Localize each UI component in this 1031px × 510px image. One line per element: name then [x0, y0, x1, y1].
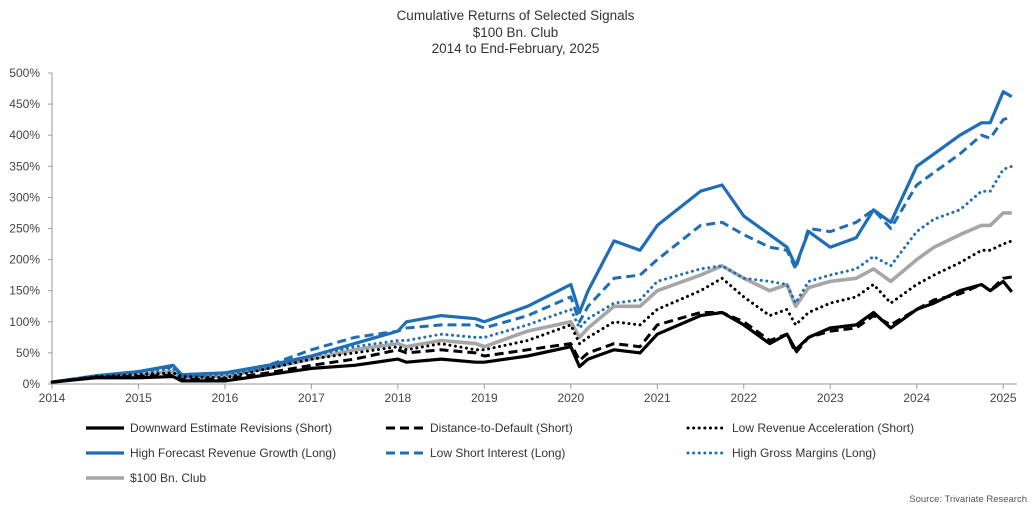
x-tick-label: 2022	[730, 391, 757, 405]
y-tick-label: 200%	[9, 253, 40, 267]
x-tick-label: 2021	[644, 391, 671, 405]
legend-item: Low Revenue Acceleration (Short)	[686, 419, 914, 437]
legend-swatch	[386, 426, 424, 430]
y-tick-label: 450%	[9, 97, 40, 111]
y-tick-label: 0%	[23, 377, 41, 391]
y-tick-label: 350%	[9, 159, 40, 173]
legend-swatch	[86, 476, 124, 480]
legend-swatch	[86, 426, 124, 430]
series-line-high-forecast-revenue-growth-long	[51, 90, 1013, 384]
x-tick-label: 2018	[385, 391, 412, 405]
series-line-low-short-interest-long	[51, 115, 1013, 384]
series-line-downward-estimate-revisions-short	[51, 279, 1014, 384]
legend-item: High Gross Margins (Long)	[686, 444, 876, 462]
x-tick-label: 2025	[990, 391, 1017, 405]
series-line-100-bn-club	[51, 211, 1012, 384]
axes: 0% 50% 100% 150% 200% 250% 300% 350% 400% 450% 500…	[9, 66, 1017, 405]
x-tick-label: 2014	[39, 391, 66, 405]
x-tick-label: 2019	[471, 391, 498, 405]
y-tick-label: 100%	[9, 315, 40, 329]
x-tick-label: 2020	[557, 391, 584, 405]
y-tick-label: 150%	[9, 284, 40, 298]
chart-title-line-1: Cumulative Returns of Selected Signals	[396, 8, 635, 23]
legend-item: Downward Estimate Revisions (Short)	[84, 419, 332, 437]
y-tick-label: 50%	[16, 346, 40, 360]
series-line-high-gross-margins-long	[50, 164, 1014, 384]
legend-item: Low Short Interest (Long)	[384, 444, 565, 462]
x-tick-label: 2024	[903, 391, 930, 405]
y-tick-label: 400%	[9, 128, 40, 142]
legend-swatch	[86, 451, 124, 455]
legend-label: Low Short Interest (Long)	[430, 446, 566, 460]
x-tick-label: 2017	[298, 391, 325, 405]
legend-swatch	[686, 426, 728, 430]
legend-label: Distance-to-Default (Short)	[430, 421, 573, 435]
legend-item: $100 Bn. Club	[84, 469, 206, 487]
source-note: Source: Trivariate Research	[909, 494, 1027, 505]
series-lines	[50, 90, 1014, 384]
legend-label: $100 Bn. Club	[130, 471, 207, 485]
y-tick-label: 250%	[9, 222, 40, 236]
y-tick-label: 300%	[9, 190, 40, 204]
legend-swatch	[386, 451, 424, 455]
legend-label: High Gross Margins (Long)	[732, 446, 877, 460]
legend-label: Low Revenue Acceleration (Short)	[732, 421, 915, 435]
y-tick-label: 500%	[9, 66, 40, 80]
legend-label: High Forecast Revenue Growth (Long)	[130, 446, 337, 460]
legend-item: High Forecast Revenue Growth (Long)	[84, 444, 336, 462]
x-tick-label: 2016	[212, 391, 239, 405]
legend-item: Distance-to-Default (Short)	[384, 419, 573, 437]
series-line-low-revenue-acceleration-short	[50, 239, 1014, 384]
x-tick-label: 2015	[125, 391, 152, 405]
chart-subtitle: $100 Bn. Club	[472, 24, 559, 40]
legend-swatch	[686, 451, 728, 455]
x-tick-label: 2023	[817, 391, 844, 405]
legend-label: Downward Estimate Revisions (Short)	[130, 421, 333, 435]
chart-title: Cumulative Returns of Selected Signals $…	[0, 8, 1031, 58]
chart-date-range: 2014 to End-February, 2025	[431, 41, 600, 56]
